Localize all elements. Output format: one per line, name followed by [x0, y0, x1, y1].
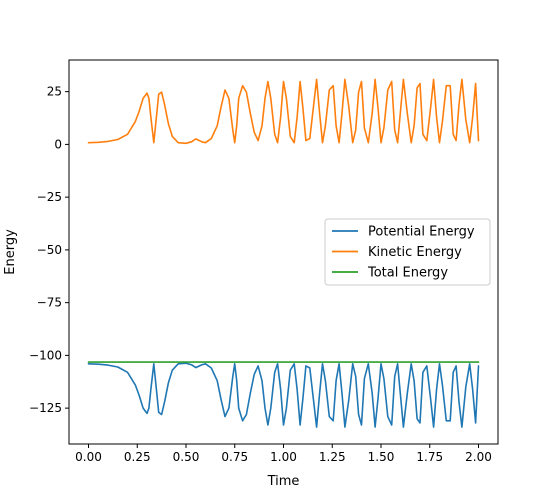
legend: Potential Energy Kinetic Energy Total Ener…: [324, 218, 491, 286]
legend-box: [324, 218, 491, 286]
legend-label-kinetic-energy: Kinetic Energy: [368, 245, 462, 260]
series-line-potential-energy: [87, 362, 480, 428]
x-tick-label: 0.00: [75, 450, 102, 464]
y-tick-label: −125: [29, 401, 62, 415]
legend-label-potential-energy: Potential Energy: [368, 225, 475, 240]
x-tick-label: 0.50: [173, 450, 200, 464]
y-tick-label: −100: [29, 348, 62, 362]
plot-lines: [87, 78, 480, 428]
x-tick-label: 2.00: [465, 450, 492, 464]
x-tick-label: 1.00: [270, 450, 297, 464]
x-tick-label: 1.50: [368, 450, 395, 464]
series-line-kinetic-energy: [87, 78, 480, 145]
x-tick-label: 1.75: [416, 450, 443, 464]
y-tick-label: −25: [37, 190, 62, 204]
y-tick-label: 25: [47, 85, 62, 99]
y-tick-label: 0: [54, 137, 62, 151]
y-tick-label: −75: [37, 296, 62, 310]
y-axis-label: Energy: [3, 229, 18, 275]
x-tick-label: 1.25: [319, 450, 346, 464]
y-tick-label: −50: [37, 243, 62, 257]
x-axis-label: Time: [267, 474, 300, 489]
x-tick-label: 0.25: [124, 450, 151, 464]
axes: 0.00 0.25 0.50 0.75 1.00 1.25 1.50 1.75 2.00 25 0 −…: [29, 59, 499, 464]
x-tick-label: 0.75: [221, 450, 248, 464]
legend-label-total-energy: Total Energy: [367, 266, 448, 281]
